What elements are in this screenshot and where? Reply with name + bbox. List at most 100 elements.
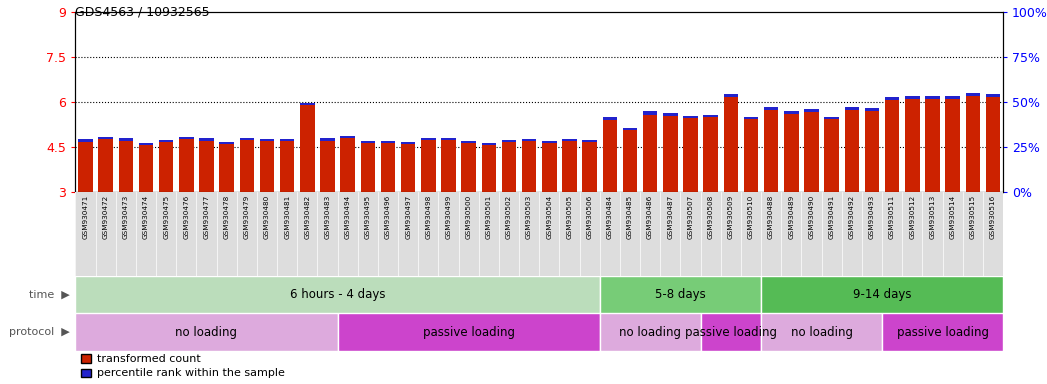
Text: percentile rank within the sample: percentile rank within the sample: [97, 368, 285, 378]
Text: 9-14 days: 9-14 days: [852, 288, 911, 301]
Bar: [845, 110, 859, 192]
Text: GSM930510: GSM930510: [748, 195, 754, 239]
Text: GSM930514: GSM930514: [950, 195, 956, 239]
Text: 5-8 days: 5-8 days: [655, 288, 706, 301]
Text: GSM930486: GSM930486: [647, 195, 653, 239]
Text: GSM930484: GSM930484: [607, 195, 612, 239]
Bar: [240, 140, 254, 192]
Text: GSM930475: GSM930475: [163, 195, 170, 239]
Bar: [159, 140, 174, 142]
Text: time  ▶: time ▶: [29, 290, 70, 300]
Text: GSM930516: GSM930516: [990, 195, 996, 239]
Bar: [220, 144, 233, 192]
Bar: [462, 143, 476, 192]
Bar: [401, 144, 416, 192]
Bar: [75, 313, 337, 351]
Text: GSM930492: GSM930492: [849, 195, 854, 239]
Bar: [926, 99, 940, 192]
Bar: [159, 142, 174, 192]
Bar: [340, 136, 355, 139]
Bar: [79, 142, 93, 192]
Text: GSM930485: GSM930485: [627, 195, 633, 239]
Bar: [784, 111, 799, 114]
Bar: [804, 112, 819, 192]
Text: GSM930506: GSM930506: [586, 195, 593, 239]
Bar: [965, 96, 980, 192]
Bar: [441, 140, 455, 192]
Bar: [582, 142, 597, 192]
Bar: [98, 137, 113, 139]
Bar: [602, 121, 617, 192]
Text: GSM930501: GSM930501: [486, 195, 492, 239]
Bar: [562, 141, 577, 192]
Bar: [623, 128, 638, 130]
Bar: [441, 139, 455, 140]
Text: GSM930494: GSM930494: [344, 195, 351, 239]
Bar: [600, 276, 761, 313]
Bar: [945, 99, 960, 192]
Text: GSM930483: GSM930483: [325, 195, 331, 239]
Bar: [663, 113, 677, 116]
Text: GSM930515: GSM930515: [970, 195, 976, 239]
Bar: [502, 142, 516, 192]
Text: GSM930508: GSM930508: [708, 195, 714, 239]
Text: GSM930495: GSM930495: [364, 195, 371, 239]
Bar: [482, 143, 496, 146]
Text: GSM930502: GSM930502: [506, 195, 512, 239]
Bar: [521, 139, 536, 141]
Bar: [600, 313, 700, 351]
Text: GSM930497: GSM930497: [405, 195, 411, 239]
Bar: [704, 118, 718, 192]
Bar: [138, 143, 153, 146]
Bar: [905, 96, 919, 99]
Bar: [824, 119, 839, 192]
Bar: [684, 118, 697, 192]
Bar: [865, 108, 879, 111]
Bar: [118, 138, 133, 141]
Bar: [320, 141, 335, 192]
Text: GSM930493: GSM930493: [869, 195, 875, 239]
Bar: [320, 139, 335, 141]
Bar: [926, 96, 940, 99]
Bar: [300, 103, 314, 105]
Bar: [98, 139, 113, 192]
Text: GSM930472: GSM930472: [103, 195, 109, 239]
Bar: [280, 141, 294, 192]
Bar: [75, 276, 600, 313]
Text: no loading: no loading: [176, 326, 238, 339]
Text: GSM930476: GSM930476: [183, 195, 190, 239]
Text: GSM930474: GSM930474: [143, 195, 149, 239]
Bar: [337, 313, 600, 351]
Bar: [761, 276, 1003, 313]
Bar: [761, 313, 882, 351]
Bar: [885, 97, 899, 100]
Bar: [340, 139, 355, 192]
Bar: [684, 116, 697, 118]
Text: transformed count: transformed count: [97, 354, 201, 364]
Text: GSM930498: GSM930498: [425, 195, 431, 239]
Bar: [985, 97, 1000, 192]
Bar: [179, 137, 194, 139]
Bar: [723, 94, 738, 97]
Bar: [280, 139, 294, 141]
Bar: [945, 96, 960, 99]
Text: GSM930479: GSM930479: [244, 195, 250, 239]
Bar: [79, 139, 93, 142]
Bar: [502, 140, 516, 142]
Text: GSM930504: GSM930504: [547, 195, 552, 239]
Text: protocol  ▶: protocol ▶: [9, 327, 70, 337]
Bar: [985, 94, 1000, 97]
Bar: [401, 142, 416, 144]
Bar: [704, 115, 718, 118]
Bar: [260, 139, 274, 141]
Text: GSM930471: GSM930471: [83, 195, 88, 239]
Bar: [199, 141, 214, 192]
Bar: [602, 117, 617, 121]
Bar: [845, 107, 859, 110]
Bar: [360, 143, 375, 192]
Bar: [300, 105, 314, 192]
Bar: [723, 97, 738, 192]
Bar: [462, 141, 476, 143]
Text: GSM930473: GSM930473: [122, 195, 129, 239]
Bar: [882, 313, 1003, 351]
